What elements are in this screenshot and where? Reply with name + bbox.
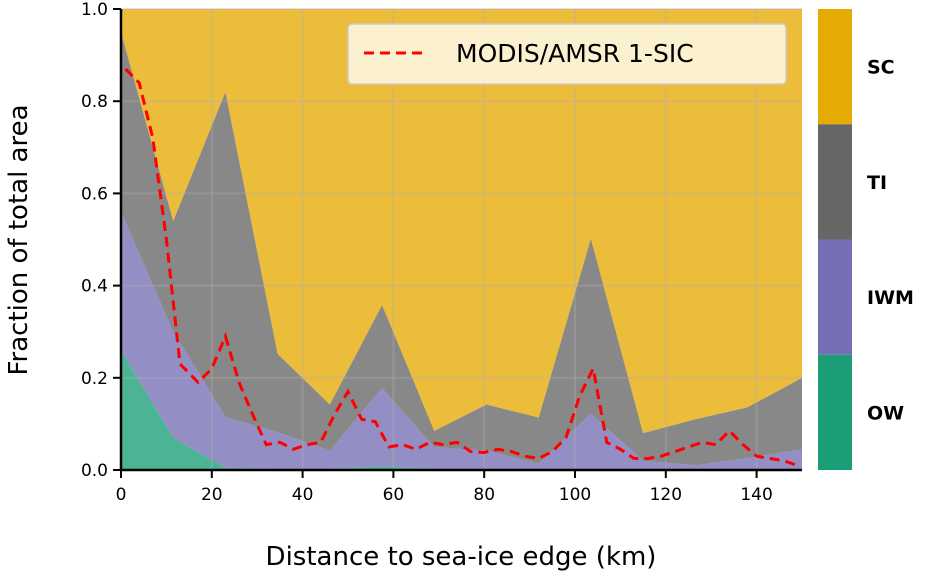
x-tick-label: 40 [292, 485, 314, 505]
colorbar-swatch-sc [818, 9, 852, 125]
y-tick-label: 0.6 [81, 184, 108, 204]
colorbar-label-ti: TI [867, 172, 887, 194]
x-tick-label: 140 [740, 485, 772, 505]
y-tick-label: 0.4 [81, 277, 108, 297]
y-tick-label: 0.8 [81, 92, 108, 112]
colorbar-label-ow: OW [867, 402, 904, 424]
ticks: 0 20 40 60 80 100 120 140 0.0 0.2 0.4 0.6 0.8 1.0 [81, 0, 773, 505]
colorbar-swatch-iwm [818, 239, 852, 355]
area-iwm [121, 211, 802, 470]
x-tick-label: 80 [473, 485, 495, 505]
colorbar-swatch-ti [818, 124, 852, 240]
x-tick-label: 60 [383, 485, 405, 505]
sic-line [124, 67, 798, 467]
colorbar-label-sc: SC [867, 57, 895, 79]
area-ti [121, 32, 802, 466]
colorbar-swatch-ow [818, 354, 852, 470]
area-ow [121, 350, 802, 470]
x-tick-label: 0 [116, 485, 127, 505]
colorbar: SC TI IWM OW [818, 9, 914, 470]
legend: MODIS/AMSR 1-SIC [347, 23, 787, 85]
axes [119, 9, 802, 472]
legend-box [347, 23, 787, 85]
y-tick-label: 0.2 [81, 369, 108, 389]
area-sc [121, 9, 802, 434]
x-tick-label: 100 [559, 485, 591, 505]
y-tick-label: 1.0 [81, 0, 108, 20]
legend-label-sic: MODIS/AMSR 1-SIC [456, 39, 694, 68]
colorbar-label-iwm: IWM [867, 287, 914, 309]
x-axis-label: Distance to sea-ice edge (km) [266, 542, 657, 572]
y-axis-label: Fraction of total area [4, 104, 34, 375]
sic-line-group [124, 67, 798, 467]
stacked-areas [121, 9, 802, 470]
x-tick-label: 120 [650, 485, 682, 505]
x-tick-label: 20 [201, 485, 223, 505]
y-tick-label: 0.0 [81, 461, 108, 481]
